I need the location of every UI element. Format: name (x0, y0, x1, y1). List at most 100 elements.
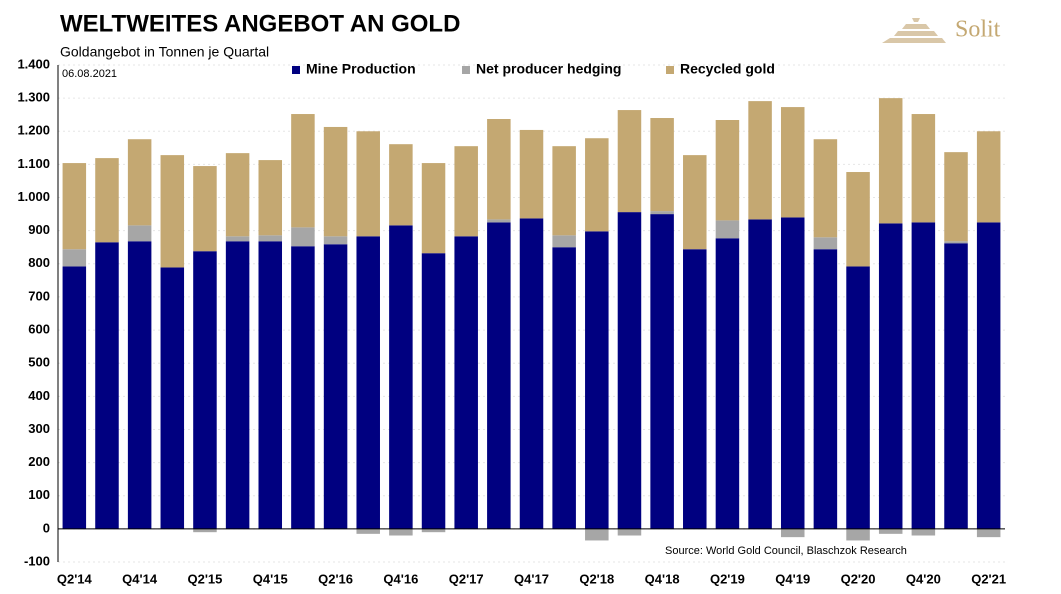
bar-segment (715, 120, 740, 221)
bar-segment (911, 114, 936, 223)
y-tick-label: 200 (28, 454, 50, 469)
bar-segment (487, 119, 511, 220)
legend-label: Recycled gold (680, 61, 775, 77)
y-tick-label: 0 (43, 520, 50, 535)
x-tick-label: Q2'20 (841, 571, 876, 586)
bar-segment (846, 528, 870, 541)
bar-segment (911, 222, 936, 529)
y-tick-label: 700 (28, 288, 50, 303)
bar-segment (95, 242, 119, 529)
bar-segment (62, 249, 87, 267)
bar-segment (748, 101, 772, 220)
x-tick-label: Q2'18 (579, 571, 614, 586)
y-tick-label: 400 (28, 388, 50, 403)
y-tick-label: 1.400 (17, 56, 50, 71)
bar-segment (650, 118, 674, 212)
x-tick-label: Q2'21 (971, 571, 1006, 586)
bar-segment (780, 107, 805, 218)
x-tick-label: Q2'15 (187, 571, 222, 586)
bar-segment (813, 237, 838, 250)
y-tick-label: -100 (24, 553, 50, 568)
bar-segment (127, 225, 152, 242)
chart-title: WELTWEITES ANGEBOT AN GOLD (60, 10, 460, 37)
bar-segment (650, 214, 674, 529)
bar-segment (715, 238, 740, 529)
bar-segment (291, 227, 315, 247)
bar-segment (519, 218, 544, 529)
bar-segment (487, 222, 511, 529)
x-tick-label: Q4'19 (775, 571, 810, 586)
bar-segment (160, 267, 185, 529)
bar-segment (976, 131, 1001, 223)
legend-swatch (462, 66, 470, 74)
y-tick-label: 800 (28, 255, 50, 270)
bar-segment (323, 244, 348, 529)
bar-segment (878, 223, 903, 529)
bar-segment (585, 138, 609, 232)
bar-segment (127, 241, 152, 529)
bar-segment (519, 129, 544, 219)
bar-segment (291, 114, 315, 228)
bar-segment (585, 231, 609, 529)
bar-segment (878, 98, 903, 224)
bar-segment (976, 528, 1001, 538)
legend-label: Mine Production (306, 61, 416, 77)
bar-segment (813, 249, 838, 529)
y-tick-label: 900 (28, 222, 50, 237)
bar-segment (258, 235, 283, 242)
bar-segment (421, 253, 446, 529)
bar-segment (715, 220, 740, 239)
source: Source: World Gold Council, Blaschzok Re… (665, 545, 907, 557)
bar-segment (780, 217, 805, 529)
legend-swatch (292, 66, 300, 74)
bar-segment (95, 158, 119, 243)
bar-segment (356, 131, 380, 237)
bar-segment (454, 236, 478, 529)
bar-segment (976, 222, 1001, 529)
legend-swatch (666, 66, 674, 74)
bar-segment (193, 166, 217, 252)
x-tick-label: Q4'14 (122, 571, 158, 586)
bar-segment (617, 528, 642, 536)
x-tick-label: Q2'17 (449, 571, 484, 586)
brand: Solit (955, 17, 1001, 43)
bar-segment (225, 153, 250, 237)
bar-segment (617, 212, 642, 529)
bar-segment (454, 146, 478, 237)
x-tick-label: Q2'16 (318, 571, 353, 586)
x-tick-label: Q4'20 (906, 571, 941, 586)
bar-segment (846, 266, 870, 529)
bar-segment (421, 163, 446, 254)
bar-segment (62, 266, 87, 529)
bar-segment (356, 528, 380, 534)
bar-segment (258, 160, 283, 236)
y-tick-label: 600 (28, 322, 50, 337)
bar-segment (193, 528, 217, 533)
legend-label: Net producer hedging (476, 61, 621, 77)
bar-segment (225, 236, 250, 242)
chart-subtitle: Goldangebot in Tonnen je Quartal (60, 44, 269, 60)
bar-segment (127, 139, 152, 226)
bar-segment (748, 219, 772, 529)
bar-segment (650, 211, 674, 215)
bar-segment (944, 152, 968, 242)
bar-segment (683, 155, 707, 250)
bar-segment (552, 247, 576, 529)
logo-icon (882, 18, 946, 43)
bar-segment (617, 110, 642, 213)
x-tick-label: Q4'17 (514, 571, 549, 586)
bar-segment (585, 528, 609, 541)
bar-segment (389, 144, 413, 226)
y-tick-label: 1.200 (17, 123, 50, 138)
bar-segment (323, 236, 348, 245)
x-tick-label: Q2'14 (57, 571, 93, 586)
bar-segment (225, 241, 250, 529)
bar-segment (683, 249, 707, 529)
bar-segment (291, 246, 315, 529)
bar-segment (421, 528, 446, 533)
y-tick-label: 1.100 (17, 156, 50, 171)
x-tick-label: Q2'19 (710, 571, 745, 586)
bar-segment (944, 243, 968, 529)
bar-segment (878, 528, 903, 534)
